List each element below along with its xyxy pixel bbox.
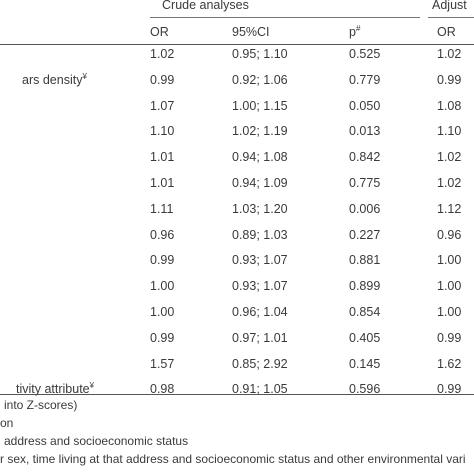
ci-cell: 0.96; 1.04	[232, 305, 288, 319]
adjusted-or-cell: 0.99	[437, 331, 462, 345]
adjusted-or-cell: 0.99	[437, 73, 462, 87]
footnote-line: on	[0, 416, 14, 430]
p-value-cell: 0.842	[349, 150, 381, 164]
p-column-header: p#	[349, 23, 361, 39]
ci-cell: 1.03; 1.20	[232, 202, 288, 216]
crude-group-underline	[150, 17, 420, 18]
footnote-line: address and socioeconomic status	[4, 434, 189, 448]
p-value-cell: 0.899	[349, 279, 381, 293]
p-value-cell: 0.405	[349, 331, 381, 345]
adjusted-or-cell: 1.00	[437, 253, 462, 267]
adjusted-or-column-header: OR	[437, 25, 456, 39]
adjusted-or-cell: 0.99	[437, 382, 462, 396]
adjusted-or-cell: 1.10	[437, 124, 462, 138]
footnote-line: into Z-scores)	[4, 398, 78, 412]
row-label: ars density¥	[22, 71, 87, 87]
ci-cell: 1.02; 1.19	[232, 124, 288, 138]
or-cell: 0.99	[150, 253, 175, 267]
or-cell: 0.99	[150, 331, 175, 345]
or-cell: 1.07	[150, 99, 175, 113]
ci-cell: 0.91; 1.05	[232, 382, 288, 396]
or-cell: 0.96	[150, 228, 175, 242]
ci-column-header: 95%CI	[232, 25, 270, 39]
crude-analyses-header: Crude analyses	[162, 0, 249, 12]
table-bottom-rule	[0, 394, 474, 395]
ci-cell: 1.00; 1.15	[232, 99, 288, 113]
or-cell: 1.00	[150, 305, 175, 319]
p-value-cell: 0.525	[349, 47, 381, 61]
adjusted-or-cell: 1.00	[437, 279, 462, 293]
adjusted-or-cell: 1.08	[437, 99, 462, 113]
adjusted-analyses-header: Adjust	[432, 0, 467, 12]
or-cell: 0.98	[150, 382, 175, 396]
p-value-cell: 0.596	[349, 382, 381, 396]
adjusted-or-cell: 1.02	[437, 47, 462, 61]
adjusted-or-cell: 1.00	[437, 305, 462, 319]
p-value-cell: 0.050	[349, 99, 381, 113]
adjusted-or-cell: 1.02	[437, 150, 462, 164]
or-cell: 0.99	[150, 73, 175, 87]
adjusted-group-underline	[428, 17, 474, 18]
or-cell: 1.01	[150, 176, 175, 190]
or-cell: 1.01	[150, 150, 175, 164]
p-value-cell: 0.145	[349, 357, 381, 371]
p-value-cell: 0.006	[349, 202, 381, 216]
or-cell: 1.11	[150, 202, 174, 216]
adjusted-or-cell: 1.12	[437, 202, 462, 216]
or-cell: 1.57	[150, 357, 175, 371]
adjusted-or-cell: 1.62	[437, 357, 462, 371]
or-cell: 1.10	[150, 124, 175, 138]
ci-cell: 0.94; 1.08	[232, 150, 288, 164]
ci-cell: 0.93; 1.07	[232, 253, 288, 267]
p-value-cell: 0.779	[349, 73, 381, 87]
p-value-cell: 0.013	[349, 124, 381, 138]
or-cell: 1.00	[150, 279, 175, 293]
ci-cell: 0.97; 1.01	[232, 331, 288, 345]
adjusted-or-cell: 0.96	[437, 228, 462, 242]
ci-cell: 0.94; 1.09	[232, 176, 288, 190]
adjusted-or-cell: 1.02	[437, 176, 462, 190]
p-value-cell: 0.881	[349, 253, 381, 267]
row-label: tivity attribute¥	[16, 380, 95, 396]
ci-cell: 0.95; 1.10	[232, 47, 288, 61]
ci-cell: 0.89; 1.03	[232, 228, 288, 242]
p-value-cell: 0.775	[349, 176, 381, 190]
ci-cell: 0.93; 1.07	[232, 279, 288, 293]
header-bottom-rule	[0, 44, 474, 45]
footnote-line: r sex, time living at that address and s…	[0, 452, 466, 466]
ci-cell: 0.85; 2.92	[232, 357, 288, 371]
p-value-cell: 0.854	[349, 305, 381, 319]
or-column-header: OR	[150, 25, 169, 39]
ci-cell: 0.92; 1.06	[232, 73, 288, 87]
p-value-cell: 0.227	[349, 228, 381, 242]
or-cell: 1.02	[150, 47, 175, 61]
